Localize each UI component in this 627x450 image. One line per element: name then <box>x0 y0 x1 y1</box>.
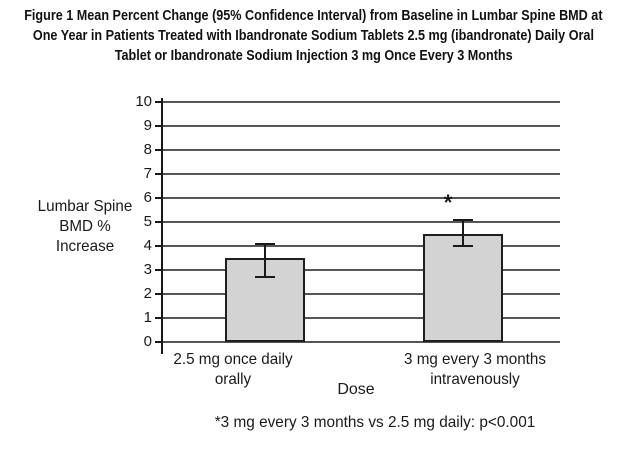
y-tick-label-0: 0 <box>143 333 152 350</box>
y-tick-mark-5 <box>155 221 163 223</box>
error-bar-cap-top-0 <box>255 242 275 245</box>
error-bar-cap-bottom-0 <box>255 276 275 279</box>
y-tick-mark-10 <box>155 101 163 103</box>
gridline-5 <box>163 221 560 223</box>
error-bar-cap-bottom-1 <box>453 245 473 247</box>
bar-1 <box>423 234 503 342</box>
y-tick-label-8: 8 <box>143 141 152 158</box>
gridline-4 <box>163 245 560 247</box>
y-tick-mark-3 <box>155 269 163 271</box>
figure-title: Figure 1 Mean Percent Change (95% Confid… <box>0 6 627 66</box>
error-bar-line-1 <box>462 219 464 246</box>
x-category-label-iv: 3 mg every 3 months intravenously <box>371 350 580 390</box>
y-tick-mark-7 <box>155 173 163 175</box>
y-tick-mark-9 <box>155 125 163 127</box>
y-axis-line <box>161 98 163 354</box>
y-tick-label-9: 9 <box>143 117 152 134</box>
y-tick-mark-8 <box>155 149 163 151</box>
error-bar-cap-top-1 <box>453 218 473 221</box>
gridline-1 <box>163 317 560 319</box>
y-tick-label-2: 2 <box>143 285 152 302</box>
y-tick-label-7: 7 <box>143 165 152 182</box>
x-category-label-oral-line-1: 2.5 mg once daily <box>173 351 293 368</box>
gridline-6 <box>163 197 560 199</box>
error-bar-line-0 <box>264 243 266 278</box>
y-tick-mark-1 <box>155 317 163 319</box>
y-tick-mark-2 <box>155 293 163 295</box>
y-tick-label-10: 10 <box>135 93 152 110</box>
x-category-label-oral: 2.5 mg once daily orally <box>129 350 338 390</box>
gridline-3 <box>163 269 560 271</box>
y-axis-title: Lumbar Spine BMD % Increase <box>14 197 157 257</box>
gridline-7 <box>163 173 560 175</box>
x-category-label-iv-line-1: 3 mg every 3 months <box>404 351 546 368</box>
x-category-label-oral-line-2: orally <box>214 371 252 388</box>
y-tick-label-5: 5 <box>143 213 152 230</box>
footnote: *3 mg every 3 months vs 2.5 mg daily: p<… <box>214 414 536 431</box>
figure-title-line-2: One Year in Patients Treated with Ibandr… <box>32 28 595 44</box>
gridline-8 <box>163 149 560 151</box>
bar-0 <box>225 258 305 342</box>
gridline-10 <box>163 101 560 103</box>
figure-title-line-1: Figure 1 Mean Percent Change (95% Confid… <box>24 8 603 24</box>
y-axis-title-line-3: Increase <box>55 238 115 255</box>
figure-title-line-3: Tablet or Ibandronate Sodium Injection 3… <box>114 48 513 64</box>
x-axis-title: Dose <box>337 381 375 398</box>
y-tick-mark-6 <box>155 197 163 199</box>
y-tick-label-4: 4 <box>143 237 152 254</box>
gridline-2 <box>163 293 560 295</box>
gridline-9 <box>163 125 560 127</box>
gridline-0 <box>163 341 560 343</box>
y-axis-title-line-2: BMD % <box>59 218 111 235</box>
y-tick-label-6: 6 <box>143 189 152 206</box>
y-tick-mark-4 <box>155 245 163 247</box>
x-category-label-iv-line-2: intravenously <box>430 371 520 388</box>
y-tick-mark-0 <box>155 341 163 343</box>
y-tick-label-3: 3 <box>143 261 152 278</box>
y-axis-title-line-1: Lumbar Spine <box>37 198 133 215</box>
significance-asterisk: * <box>443 189 453 215</box>
y-tick-label-1: 1 <box>143 309 152 326</box>
